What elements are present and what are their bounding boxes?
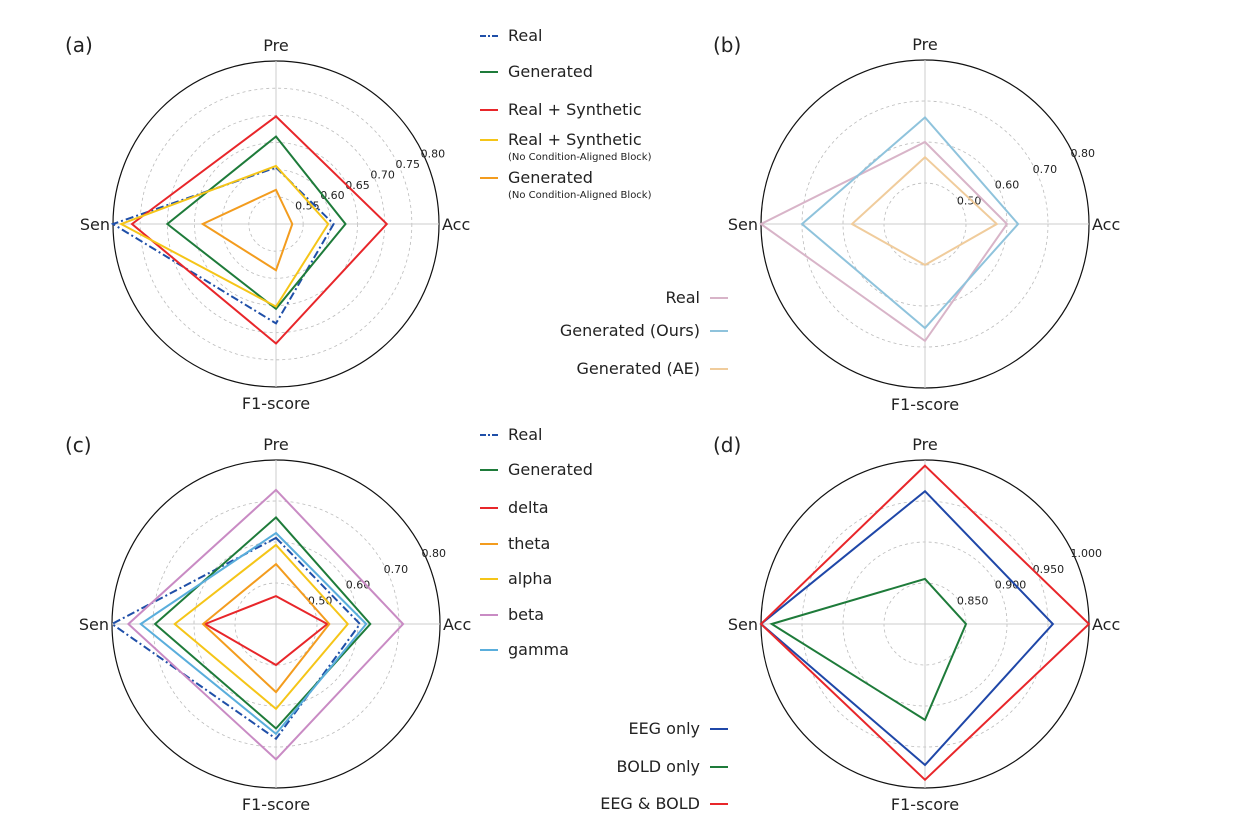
legend-label: Real + Synthetic xyxy=(508,130,642,149)
legend-label: Generated (AE) xyxy=(576,359,700,378)
tick-label: 1.000 xyxy=(1071,547,1103,560)
series-polygon xyxy=(769,577,968,722)
tick-label: 0.80 xyxy=(422,547,447,560)
tick-label: 0.65 xyxy=(345,179,370,192)
legend-label: Generated xyxy=(508,460,593,479)
axis-label-acc: Acc xyxy=(443,615,471,634)
legend-label: Real + Synthetic xyxy=(508,100,642,119)
legend-label: delta xyxy=(508,498,549,517)
axis-label-f1-score: F1-score xyxy=(242,795,310,814)
panel-label: (c) xyxy=(65,433,92,457)
legend-label: EEG only xyxy=(628,719,700,738)
axis-label-f1-score: F1-score xyxy=(891,795,959,814)
tick-label: 0.70 xyxy=(1033,163,1058,176)
legend-sublabel: (No Condition-Aligned Block) xyxy=(508,190,652,201)
tick-label: 0.80 xyxy=(1071,147,1096,160)
axis-label-f1-score: F1-score xyxy=(242,394,310,413)
axis-label-pre: Pre xyxy=(912,435,937,454)
tick-label: 0.80 xyxy=(421,148,446,161)
legend-label: Real xyxy=(508,425,543,444)
tick-label: 0.50 xyxy=(308,594,333,607)
axis-label-sen: Sen xyxy=(728,215,758,234)
legend-label: alpha xyxy=(508,569,552,588)
series-polygon xyxy=(200,188,294,272)
axis-label-sen: Sen xyxy=(79,615,109,634)
axis-label-sen: Sen xyxy=(728,615,758,634)
tick-label: 0.55 xyxy=(295,200,320,213)
series-polygon xyxy=(759,489,1055,767)
legend-label: Real xyxy=(508,26,543,45)
legend-label: gamma xyxy=(508,640,569,659)
legend-label: Generated xyxy=(508,168,593,187)
panel-label: (b) xyxy=(713,33,741,57)
tick-label: 0.60 xyxy=(995,179,1020,192)
legend-label: theta xyxy=(508,534,550,553)
axis-label-acc: Acc xyxy=(442,215,470,234)
legend-label: Generated (Ours) xyxy=(560,321,700,340)
tick-label: 0.850 xyxy=(957,594,989,607)
legend-label: beta xyxy=(508,605,544,624)
axis-label-pre: Pre xyxy=(263,435,288,454)
panel-label: (d) xyxy=(713,433,741,457)
legend-sublabel: (No Condition-Aligned Block) xyxy=(508,152,652,163)
tick-label: 0.950 xyxy=(1033,563,1065,576)
legend-label: EEG & BOLD xyxy=(600,794,700,813)
tick-label: 0.75 xyxy=(395,158,420,171)
series-polygon xyxy=(165,135,347,311)
legend-label: Generated xyxy=(508,62,593,81)
axis-label-pre: Pre xyxy=(263,36,288,55)
legend-label: Real xyxy=(666,288,701,307)
axis-label-acc: Acc xyxy=(1092,615,1120,634)
legend-label: BOLD only xyxy=(617,757,700,776)
axis-label-f1-score: F1-score xyxy=(891,395,959,414)
panel-label: (a) xyxy=(65,33,93,57)
axis-label-pre: Pre xyxy=(912,35,937,54)
tick-label: 0.70 xyxy=(370,168,395,181)
axis-label-acc: Acc xyxy=(1092,215,1120,234)
axis-label-sen: Sen xyxy=(80,215,110,234)
tick-label: 0.70 xyxy=(384,563,409,576)
